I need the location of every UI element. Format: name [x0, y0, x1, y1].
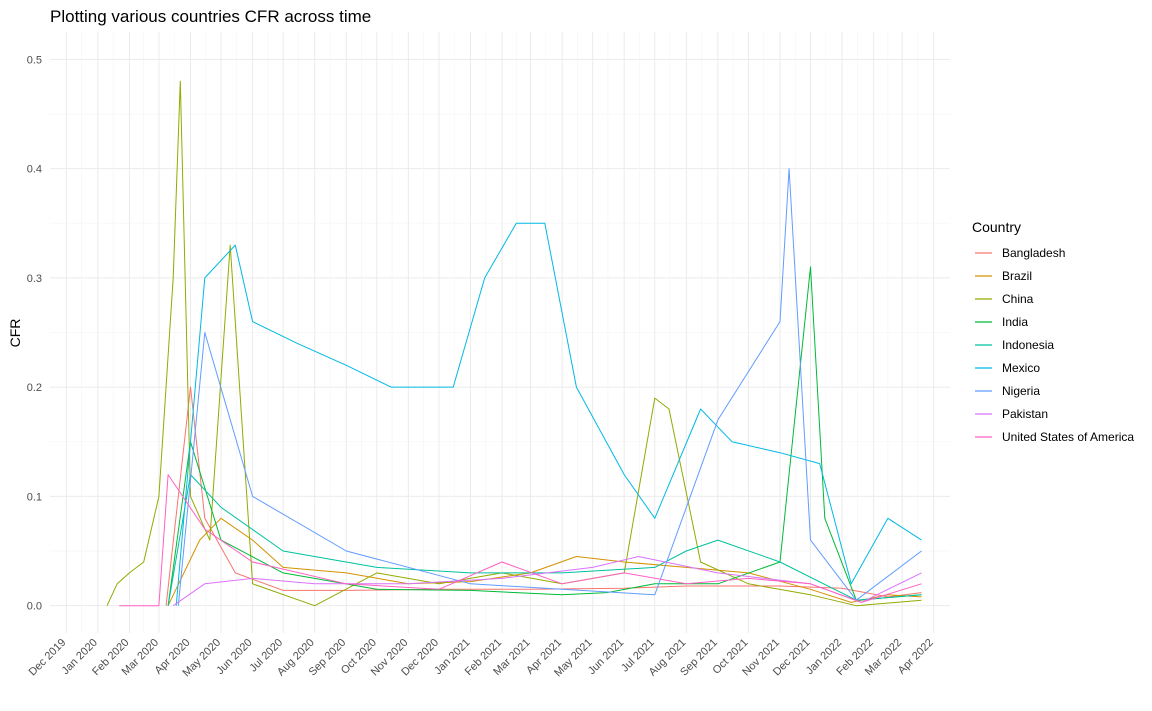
series-line-brazil: [167, 517, 922, 606]
y-tick-label: 0.3: [27, 273, 42, 285]
legend-label-china: China: [1002, 292, 1034, 306]
series-line-india: [167, 266, 922, 606]
series-line-united-states-of-america: [119, 474, 922, 607]
y-tick-label: 0.0: [27, 601, 42, 613]
series-line-mexico: [175, 222, 922, 606]
legend-title: Country: [972, 219, 1021, 235]
chart-title: Plotting various countries CFR across ti…: [50, 7, 371, 26]
y-tick-label: 0.2: [27, 382, 42, 394]
legend-label-india: India: [1002, 315, 1028, 329]
gridlines: [50, 32, 950, 633]
y-axis-title: CFR: [7, 319, 23, 348]
series-layer: [106, 80, 922, 607]
series-line-nigeria: [177, 168, 922, 606]
y-tick-label: 0.4: [27, 164, 42, 176]
legend-label-brazil: Brazil: [1002, 269, 1032, 283]
legend-label-bangladesh: Bangladesh: [1002, 246, 1065, 260]
legend: Country Bangladesh Brazil China India Indone…: [972, 219, 1134, 444]
y-axis: 0.0 0.1 0.2 0.3 0.4 0.5: [27, 54, 42, 612]
legend-label-indonesia: Indonesia: [1002, 338, 1054, 352]
y-tick-label: 0.1: [27, 491, 42, 503]
legend-label-mexico: Mexico: [1002, 361, 1040, 375]
series-line-indonesia: [167, 474, 922, 606]
series-line-china: [106, 80, 922, 607]
y-tick-label: 0.5: [27, 54, 42, 66]
legend-label-united-states-of-america: United States of America: [1002, 430, 1134, 444]
legend-label-pakistan: Pakistan: [1002, 407, 1048, 421]
legend-label-nigeria: Nigeria: [1002, 384, 1040, 398]
